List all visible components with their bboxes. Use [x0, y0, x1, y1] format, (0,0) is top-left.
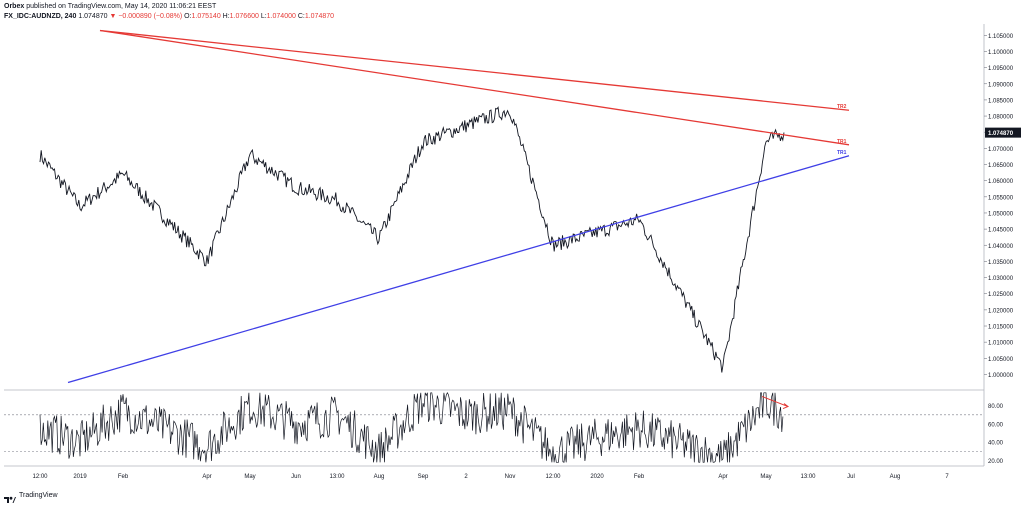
- time-tick-label: 2: [464, 474, 468, 480]
- price-series: [39, 106, 785, 373]
- rsi-tick-label: 20.00: [988, 459, 1004, 465]
- last-price-label: 1.074870: [988, 131, 1014, 137]
- rsi-tick-label: 60.00: [988, 422, 1004, 428]
- time-tick-label: Aug: [374, 474, 385, 480]
- price-change: ▼ −0.000890 (−0.08%): [109, 13, 183, 20]
- last-price-marker: [985, 127, 1021, 138]
- time-tick-label: Sep: [418, 474, 429, 480]
- chart-header: Orbex published on TradingView.com, May …: [0, 0, 1024, 24]
- price-tick-label: 1.040000: [988, 244, 1014, 250]
- low-label: L:: [260, 13, 267, 20]
- symbol-line: FX_IDC:AUDNZD, 240 1.074870 ▼ −0.000890 …: [4, 12, 334, 21]
- price-tick-label: 1.050000: [988, 211, 1014, 217]
- time-tick-label: Feb: [634, 474, 645, 480]
- price-chart[interactable]: 1.000000 1.005000 1.010000 1.015000 1.020000…: [0, 0, 1024, 488]
- trendline-tr2: [99, 29, 850, 111]
- time-tick-label: 2019: [73, 474, 87, 480]
- close-value: 1.074870: [304, 13, 335, 20]
- tradingview-brand[interactable]: TradingView: [19, 491, 58, 499]
- trendline-label: TR1: [837, 139, 847, 145]
- price-tick-label: 1.010000: [988, 341, 1014, 347]
- price-tick-label: 1.000000: [988, 373, 1014, 379]
- price-tick-label: 1.015000: [988, 325, 1014, 331]
- trendline-label: TR1: [837, 150, 847, 156]
- time-tick-label: Nov: [505, 474, 516, 480]
- time-tick-label: 13:00: [329, 474, 345, 480]
- time-tick-label: Jul: [847, 474, 855, 480]
- low-value: 1.074000: [266, 13, 296, 20]
- time-tick-label: Aug: [890, 474, 901, 480]
- rsi-arrow-head-icon: [782, 403, 790, 410]
- tradingview-logo-icon[interactable]: [4, 491, 16, 503]
- open-value: 1.075140: [191, 13, 221, 20]
- price-tick-label: 1.080000: [988, 115, 1014, 121]
- price-tick-label: 1.065000: [988, 163, 1014, 169]
- time-tick-label: 12:00: [32, 474, 48, 480]
- price-tick-label: 1.035000: [988, 260, 1014, 266]
- price-tick-label: 1.055000: [988, 195, 1014, 201]
- price-tick-label: 1.045000: [988, 228, 1014, 234]
- symbol-name[interactable]: FX_IDC:AUDNZD, 240: [4, 13, 77, 20]
- high-value: 1.076600: [229, 13, 259, 20]
- price-tick-label: 1.100000: [988, 50, 1014, 56]
- time-tick-label: May: [244, 474, 255, 480]
- rsi-divergence-arrow: [761, 396, 789, 408]
- close-label: C:: [297, 13, 305, 20]
- trendline-tr1: [99, 29, 850, 146]
- time-tick-label: Feb: [118, 474, 129, 480]
- high-label: H:: [222, 13, 230, 20]
- rsi-tick-label: 40.00: [988, 441, 1004, 447]
- time-tick-label: Jun: [291, 474, 301, 480]
- publisher-name[interactable]: Orbex: [4, 3, 25, 10]
- time-tick-label: 12:00: [545, 474, 561, 480]
- price-tick-label: 1.090000: [988, 82, 1014, 88]
- rsi-tick-label: 80.00: [988, 404, 1004, 410]
- published-text: published on TradingView.com, May 14, 20…: [26, 3, 217, 10]
- time-tick-label: Apr: [202, 474, 211, 480]
- price-tick-label: 1.005000: [988, 357, 1014, 363]
- trendline-label: TR2: [837, 104, 847, 110]
- price-tick-label: 1.095000: [988, 66, 1014, 72]
- time-tick-label: Apr: [718, 474, 727, 480]
- price-tick-label: 1.070000: [988, 147, 1014, 153]
- time-tick-label: 2020: [590, 474, 604, 480]
- price-tick-label: 1.025000: [988, 292, 1014, 298]
- publisher-line: Orbex published on TradingView.com, May …: [4, 2, 216, 11]
- price-tick-label: 1.085000: [988, 98, 1014, 104]
- time-tick-label: 7: [945, 474, 949, 480]
- open-label: O:: [184, 13, 192, 20]
- footer: TradingView: [4, 488, 58, 503]
- price-tick-label: 1.030000: [988, 276, 1014, 282]
- rsi-series: [39, 392, 784, 463]
- trendline-tr1: [67, 155, 850, 384]
- price-tick-label: 1.105000: [988, 34, 1014, 40]
- time-tick-label: 13:00: [800, 474, 816, 480]
- price-tick-label: 1.020000: [988, 308, 1014, 314]
- last-price: 1.074870: [78, 13, 108, 20]
- price-tick-label: 1.060000: [988, 179, 1014, 185]
- time-tick-label: May: [760, 474, 771, 480]
